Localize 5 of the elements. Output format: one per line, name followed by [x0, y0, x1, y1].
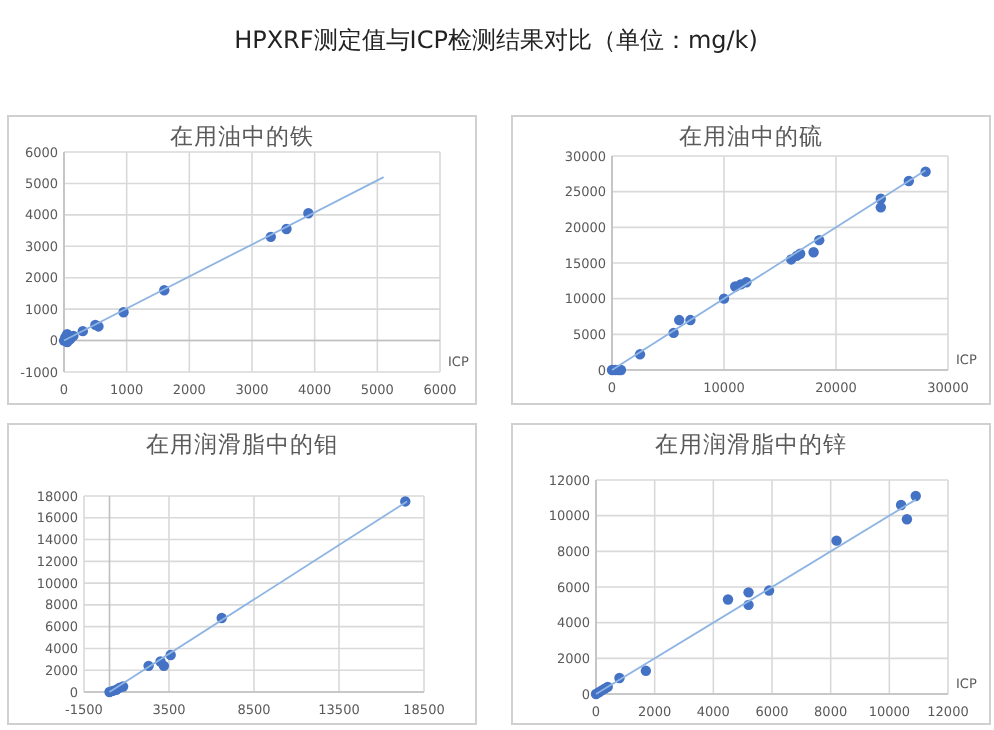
- chart-title: 在用油中的铁: [170, 122, 314, 150]
- chart-title: 在用油中的硫: [679, 122, 823, 150]
- chart-title: 在用润滑脂中的钼: [146, 430, 338, 458]
- chart-title: 在用润滑脂中的锌: [655, 430, 847, 458]
- text: HPXRF测定值与ICP检测结果对比（单位：mg/k): [234, 26, 758, 54]
